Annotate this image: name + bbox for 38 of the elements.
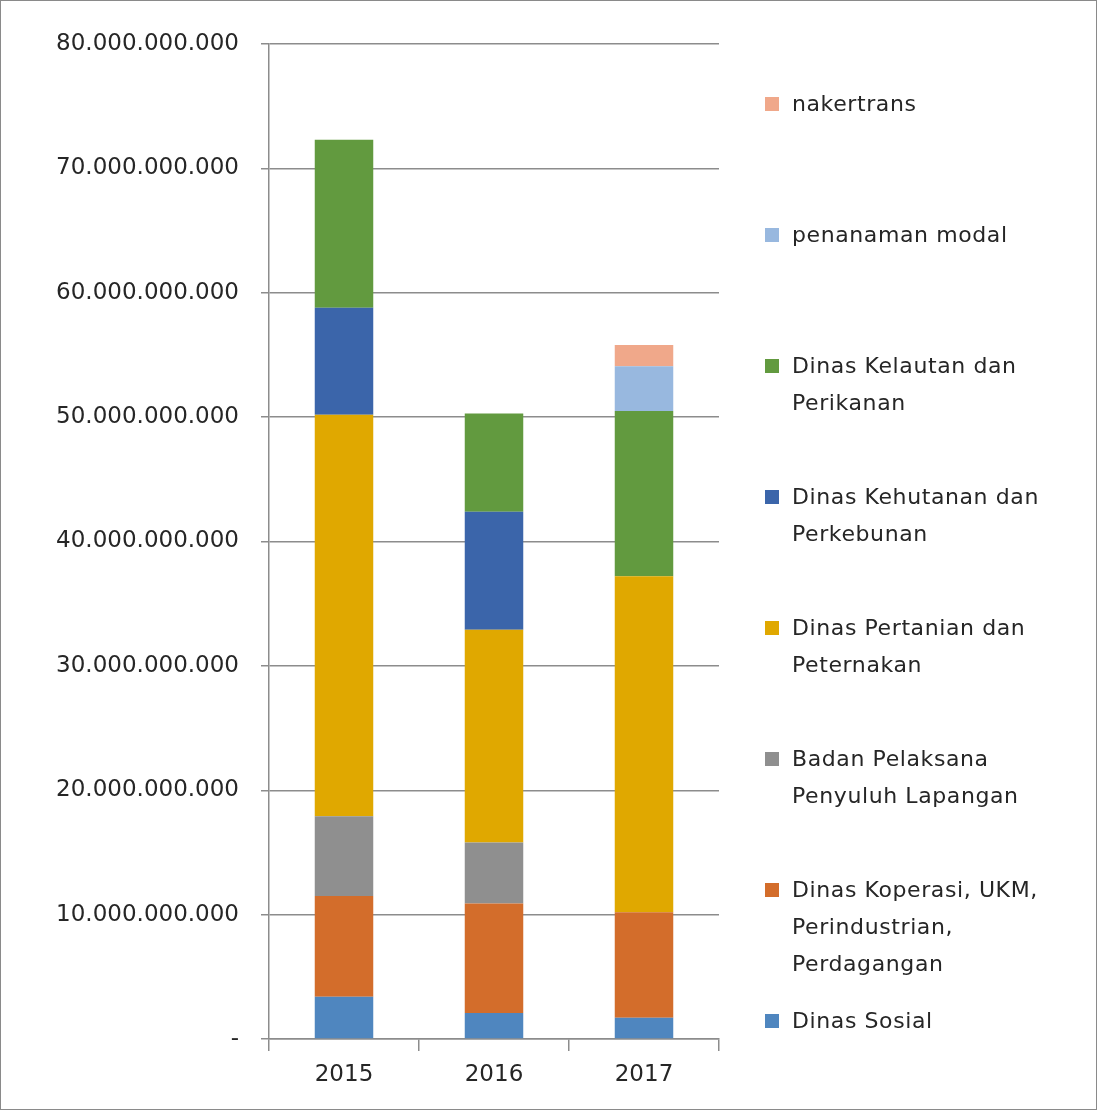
legend-label: Dinas Pertanian dan Peternakan [792,614,1027,679]
bar [314,307,374,415]
x-tick-label: 2017 [614,1059,674,1086]
bar [614,344,674,367]
y-tick-label: 70.000.000.000 [56,153,239,180]
bar [464,1012,524,1039]
bar [464,903,524,1013]
bar [614,1017,674,1039]
legend-label: nakertrans [792,90,917,118]
bar [614,912,674,1018]
y-tick-label: 20.000.000.000 [56,775,239,802]
bar [314,996,374,1039]
x-tick-label: 2016 [464,1059,524,1086]
bar [314,895,374,997]
x-tick-label: 2015 [314,1059,374,1086]
y-tick-label: 10.000.000.000 [56,899,239,926]
legend-label: penanaman modal [792,221,1008,249]
bar [464,511,524,630]
bar [314,816,374,896]
bar [614,576,674,913]
legend-label: Dinas Kelautan dan Perikanan [792,352,1018,417]
y-tick-label: 30.000.000.000 [56,650,239,677]
legend-label: Dinas Koperasi, UKM, Perindustrian, Perdagangan [792,876,1039,978]
y-tick-label: 40.000.000.000 [56,526,239,553]
bar [464,629,524,843]
bar [464,413,524,512]
bar [614,366,674,411]
legend-label: Badan Pelaksana Penyuluh Lapangan [792,745,1020,810]
y-tick-label: - [230,1023,239,1050]
bar [464,842,524,904]
legend-label: Dinas Kehutanan dan Perkebunan [792,483,1040,548]
y-tick-label: 50.000.000.000 [56,402,239,429]
y-tick-label: 80.000.000.000 [56,28,239,55]
legend-label: Dinas Sosial [792,1007,933,1035]
bar [314,414,374,817]
bar [614,410,674,577]
y-tick-label: 60.000.000.000 [56,277,239,304]
bar [314,139,374,308]
